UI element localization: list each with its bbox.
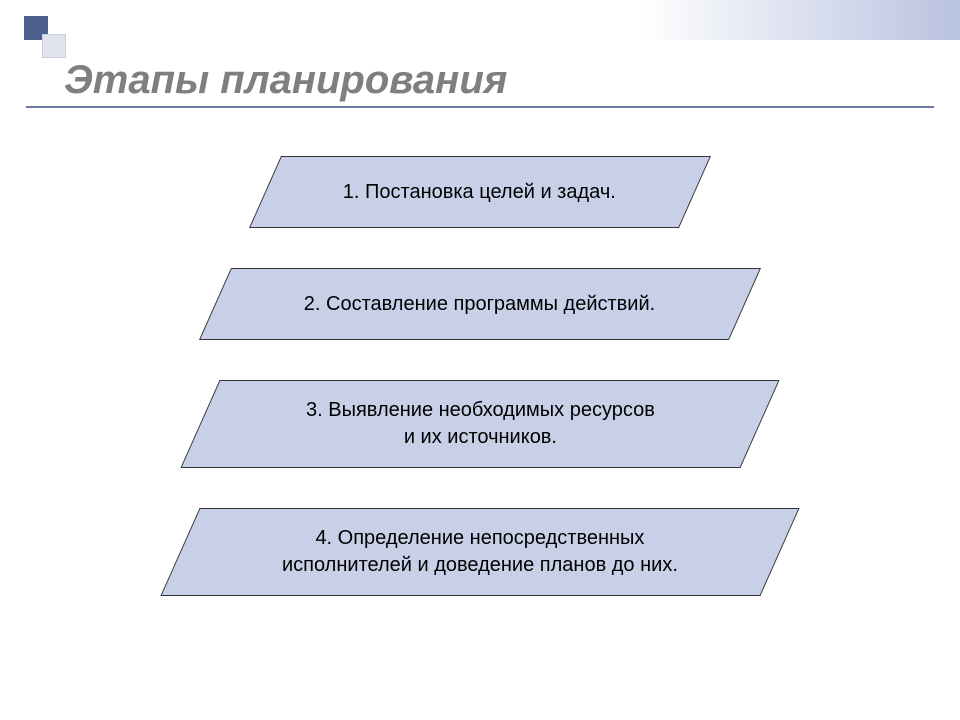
title-rule — [26, 106, 934, 108]
top-gradient — [640, 0, 960, 40]
step-parallelogram: 3. Выявление необходимых ресурсови их ис… — [200, 380, 760, 468]
step-parallelogram: 2. Составление программы действий. — [215, 268, 745, 340]
step-parallelogram: 1. Постановка целей и задач. — [265, 156, 695, 228]
step-label: 4. Определение непосредственныхисполните… — [262, 525, 698, 579]
step-label: 1. Постановка целей и задач. — [323, 179, 636, 206]
step-row: 2. Составление программы действий. — [0, 268, 960, 340]
step-label: 3. Выявление необходимых ресурсови их ис… — [286, 397, 675, 451]
step-row: 3. Выявление необходимых ресурсови их ис… — [0, 380, 960, 468]
step-row: 4. Определение непосредственныхисполните… — [0, 508, 960, 596]
step-row: 1. Постановка целей и задач. — [0, 156, 960, 228]
step-label: 2. Составление программы действий. — [284, 291, 675, 318]
step-parallelogram: 4. Определение непосредственныхисполните… — [180, 508, 780, 596]
page-title: Этапы планирования — [64, 58, 507, 103]
corner-square-light — [42, 34, 66, 58]
